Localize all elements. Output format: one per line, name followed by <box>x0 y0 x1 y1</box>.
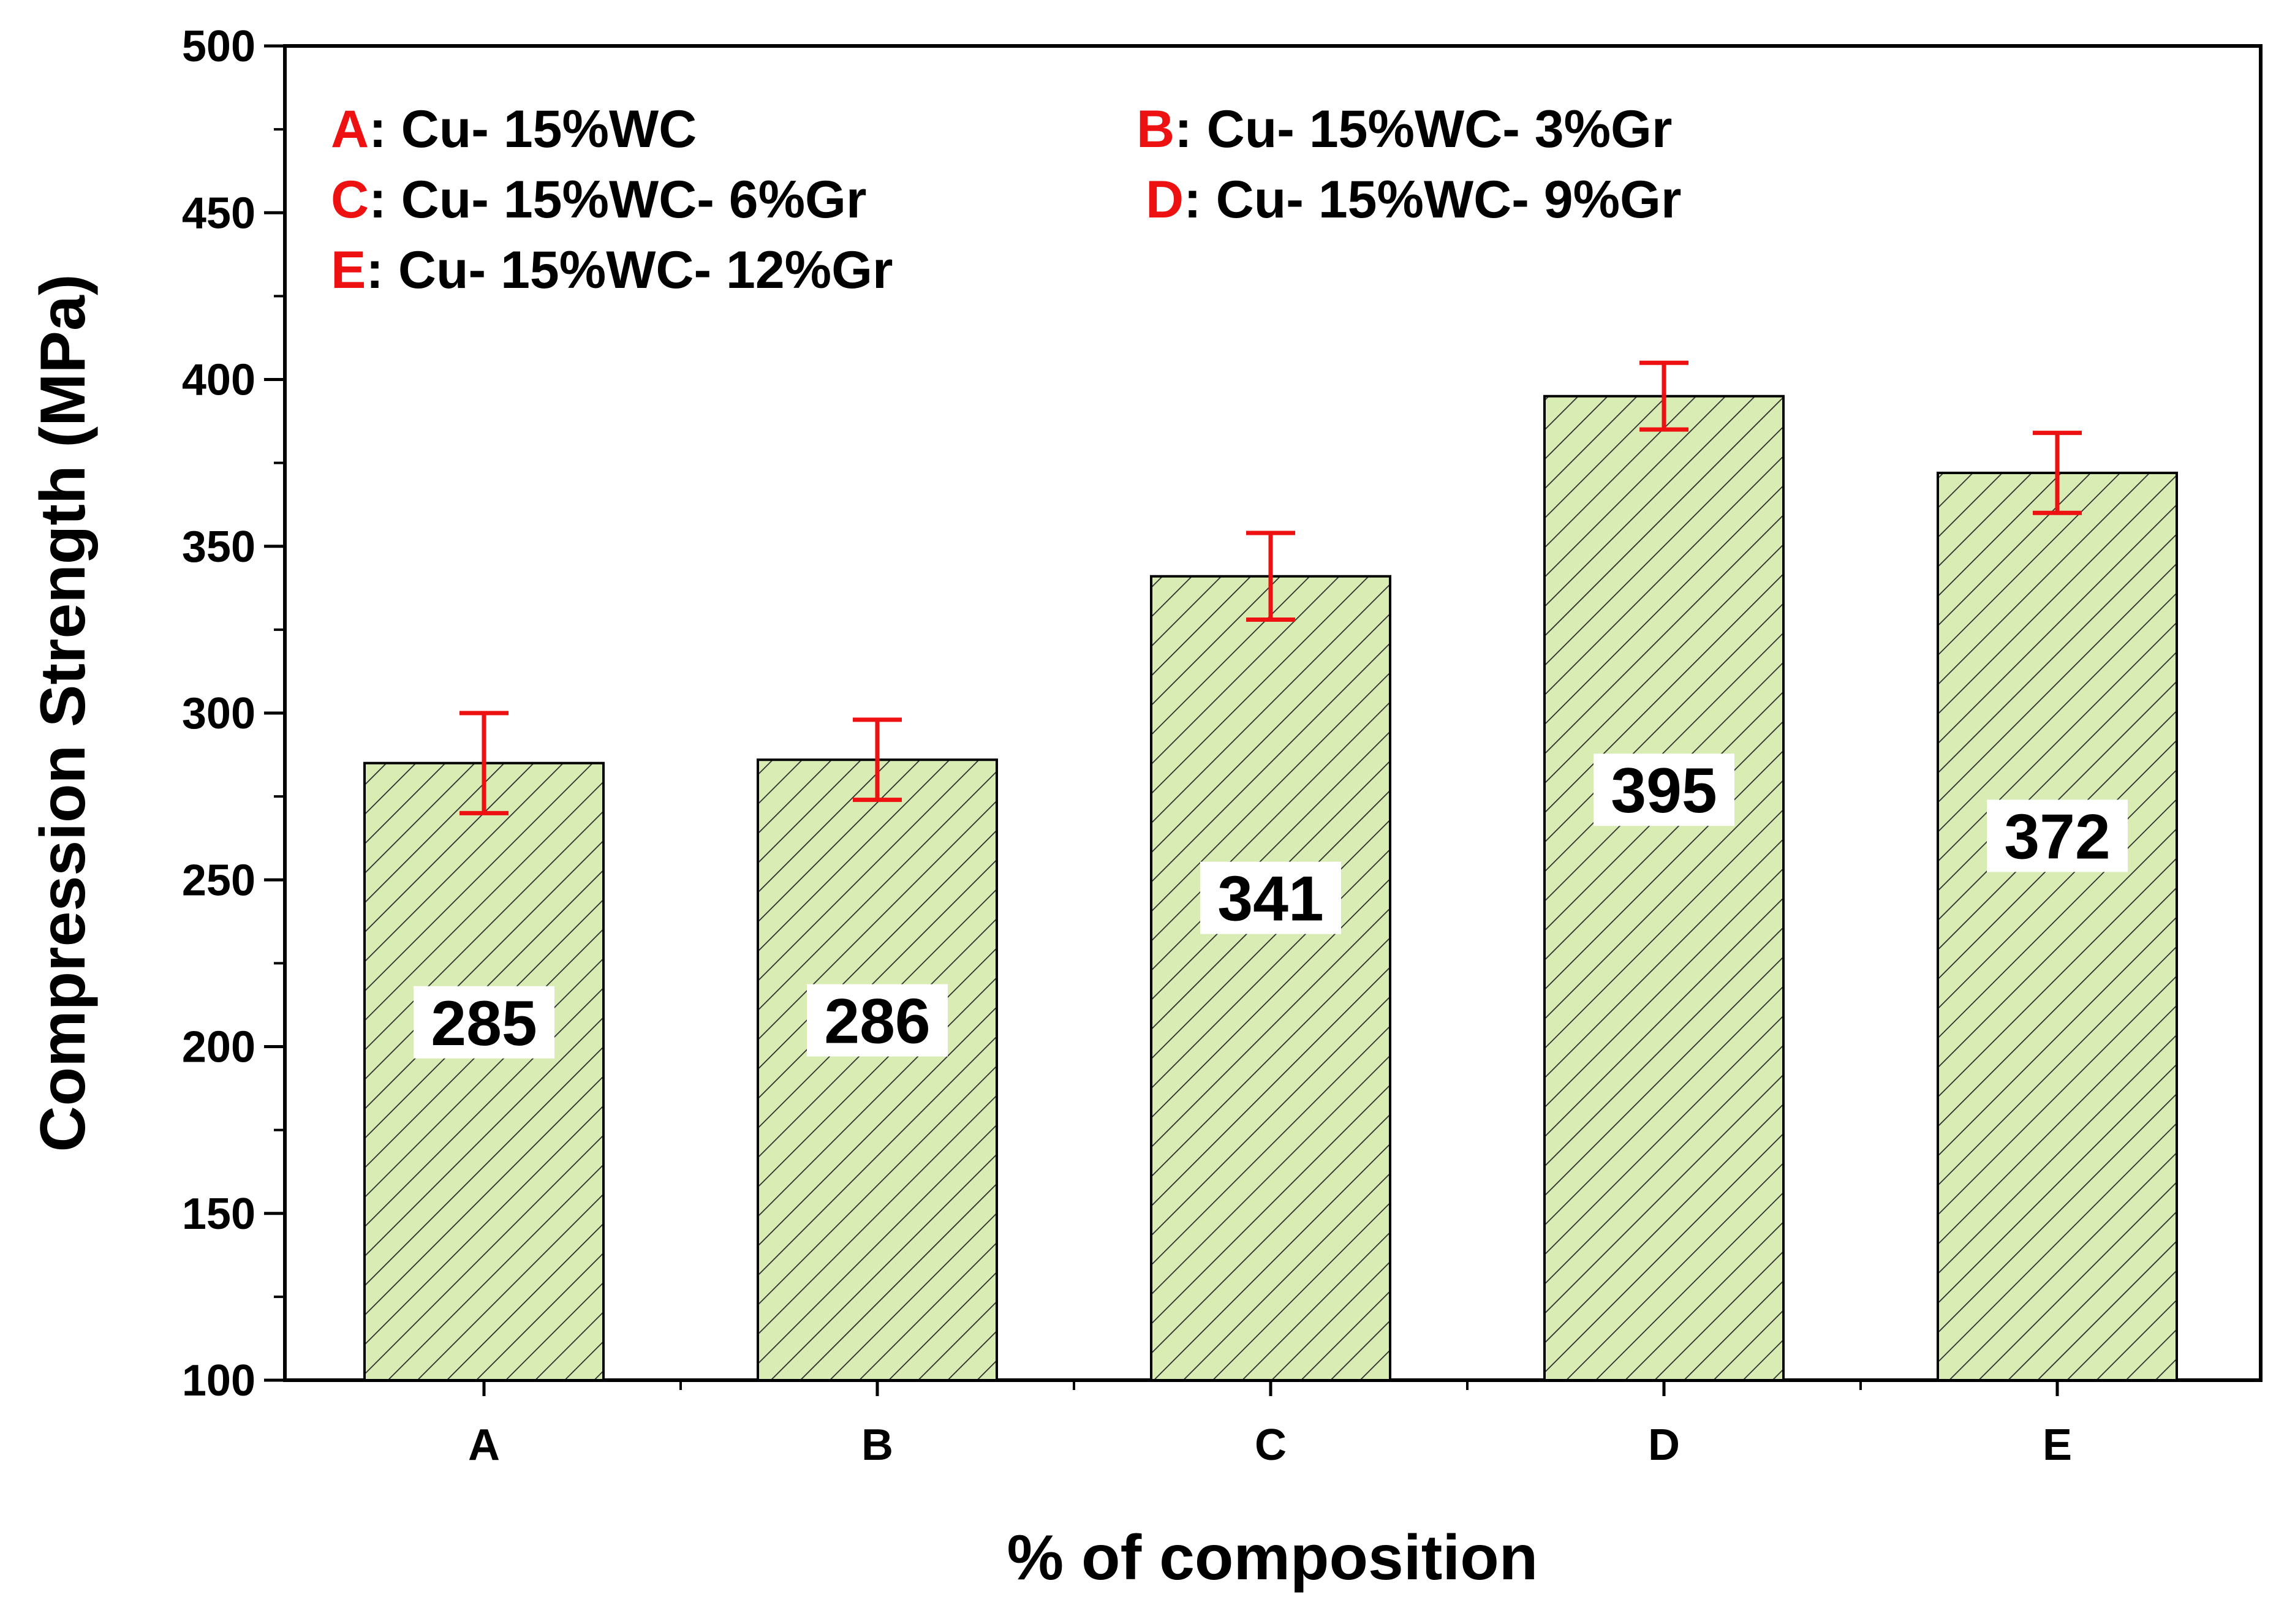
y-tick-label-450: 450 <box>182 189 255 238</box>
legend-text-a: : Cu- 15%WC <box>369 100 697 159</box>
y-tick-label-250: 250 <box>182 856 255 905</box>
value-labels-group: 285 286 341 395 372 <box>414 753 2128 1059</box>
legend-entry-b: B: Cu- 15%WC- 3%Gr <box>1136 100 1672 159</box>
error-bars-group <box>459 360 2082 815</box>
bar-b <box>757 758 998 1381</box>
y-tick-label-150: 150 <box>182 1190 255 1239</box>
x-tick-label-a: A <box>468 1421 500 1470</box>
y-tick-label-500: 500 <box>182 22 255 71</box>
bars-group <box>363 395 2178 1382</box>
legend-text-b: : Cu- 15%WC- 3%Gr <box>1174 100 1672 159</box>
legend-key-c: C <box>331 170 369 229</box>
legend-entry-e: E: Cu- 15%WC- 12%Gr <box>331 241 893 300</box>
x-tick-label-d: D <box>1648 1421 1680 1470</box>
value-label-b: 286 <box>824 986 931 1057</box>
y-tick-label-300: 300 <box>182 689 255 738</box>
value-label-bg-e <box>1987 799 2128 872</box>
legend-entry-a: A: Cu- 15%WC <box>331 100 697 159</box>
legend-key-b: B <box>1136 100 1174 159</box>
bar-e <box>1937 471 2178 1382</box>
legend-key-a: A <box>331 100 369 159</box>
bar-d <box>1543 395 1785 1381</box>
y-axis-title: Compression Strength (MPa) <box>28 274 99 1152</box>
value-label-a: 285 <box>431 988 537 1059</box>
x-tick-label-e: E <box>2043 1421 2072 1470</box>
legend-text-e: : Cu- 15%WC- 12%Gr <box>366 241 893 300</box>
legend-key-e: E <box>331 241 366 300</box>
legend-entry-d: D: Cu- 15%WC- 9%Gr <box>1146 170 1681 229</box>
x-tick-label-c: C <box>1255 1421 1287 1470</box>
x-axis-title: % of composition <box>1007 1522 1538 1593</box>
value-label-bg-c <box>1200 861 1341 934</box>
y-tick-label-400: 400 <box>182 356 255 405</box>
y-tick-label-200: 200 <box>182 1023 255 1072</box>
bar-c <box>1150 575 1391 1381</box>
value-label-e: 372 <box>2004 801 2111 872</box>
bar-a <box>363 761 605 1382</box>
legend: A: Cu- 15%WC B: Cu- 15%WC- 3%GrC: Cu- 15%… <box>331 100 1681 300</box>
value-label-d: 395 <box>1611 755 1717 826</box>
legend-text-c: : Cu- 15%WC- 6%Gr <box>369 170 866 229</box>
value-label-bg-a <box>414 986 554 1059</box>
value-label-bg-b <box>807 984 948 1057</box>
x-axis: A B C D E <box>468 1380 2072 1470</box>
value-label-bg-d <box>1594 753 1734 826</box>
legend-key-d: D <box>1146 170 1184 229</box>
y-tick-label-350: 350 <box>182 523 255 572</box>
legend-text-d: : Cu- 15%WC- 9%Gr <box>1184 170 1681 229</box>
legend-entry-c: C: Cu- 15%WC- 6%Gr <box>331 170 866 229</box>
y-tick-label-100: 100 <box>182 1356 255 1405</box>
value-label-c: 341 <box>1217 864 1324 935</box>
x-tick-label-b: B <box>861 1421 893 1470</box>
y-axis: 100 150 200 250 300 350 400 450 500 <box>182 22 285 1405</box>
